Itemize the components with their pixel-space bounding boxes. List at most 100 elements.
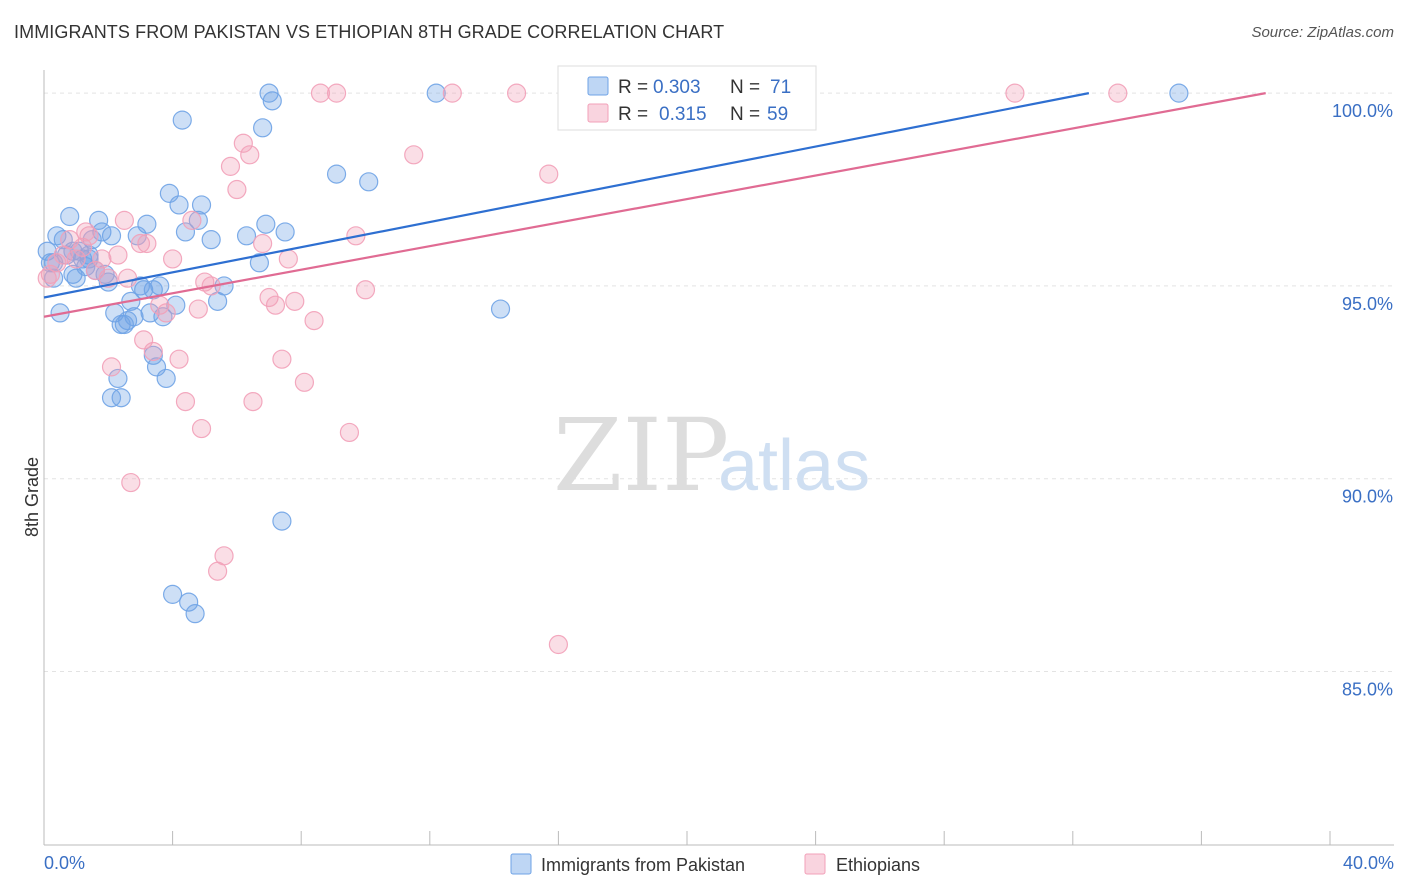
legend-n-label: N = — [730, 104, 760, 125]
ethiopians-point — [227, 179, 247, 200]
pakistan-point — [140, 303, 160, 323]
ethiopians-point — [404, 145, 424, 165]
pakistan-point — [326, 164, 347, 184]
legend-r-label: R = — [618, 104, 648, 125]
legend-swatch-pakistan — [510, 853, 532, 875]
ethiopians-point — [442, 83, 462, 103]
ethiopians-point — [220, 156, 241, 176]
x-tick-label-min: 0.0% — [44, 853, 85, 873]
pakistan-point — [201, 230, 221, 250]
ethiopians-point — [130, 233, 151, 254]
pakistan-point — [236, 226, 257, 246]
stats-legend: R = 0.303 N = 71 R = 0.315 N = 59 — [557, 65, 817, 131]
pakistan-point — [108, 368, 128, 389]
pakistan-point — [249, 253, 270, 273]
ethiopians-trend-line — [43, 92, 1266, 318]
source-credit: Source: ZipAtlas.com — [1251, 24, 1394, 41]
ethiopians-point — [108, 245, 128, 265]
legend-label-pakistan: Immigrants from Pakistan — [541, 855, 745, 875]
ethiopians-point — [114, 210, 134, 230]
legend-swatch-ethiopians — [587, 103, 609, 123]
watermark-zip: ZIP — [553, 397, 729, 514]
legend-n-value: 71 — [770, 77, 791, 98]
y-tick-label: 100.0% — [1332, 101, 1393, 121]
ethiopians-point — [355, 280, 376, 300]
pakistan-point — [101, 388, 122, 408]
series-legend: Immigrants from Pakistan Ethiopians — [510, 853, 920, 875]
ethiopians-point — [37, 268, 57, 288]
ethiopians-point — [214, 546, 234, 566]
ethiopians-point — [272, 349, 292, 369]
legend-r-value: 0.303 — [653, 77, 701, 98]
pakistan-point — [156, 368, 176, 389]
ethiopians-point — [294, 372, 315, 392]
pakistan-trend-line — [43, 92, 1090, 299]
pakistan-point — [185, 604, 205, 624]
watermark: ZIP atlas — [553, 397, 870, 514]
legend-n-value: 59 — [767, 104, 788, 125]
watermark-atlas: atlas — [718, 426, 870, 506]
ethiopians-point — [243, 391, 263, 412]
ethiopians-point — [121, 472, 141, 493]
ethiopians-point — [253, 233, 273, 254]
ethiopians-point — [326, 83, 347, 103]
y-tick-label: 95.0% — [1342, 294, 1393, 314]
ethiopians-point — [117, 268, 138, 288]
pakistan-point — [426, 83, 446, 103]
pakistan-point — [76, 257, 96, 277]
ethiopians-point — [191, 418, 212, 439]
legend-n-label: N = — [730, 77, 760, 98]
pakistan-point — [137, 214, 157, 234]
ethiopians-point — [92, 249, 112, 269]
pakistan-point — [272, 511, 292, 531]
pakistan-point — [188, 210, 208, 230]
ethiopians-point — [278, 249, 298, 269]
pakistan-point — [60, 206, 80, 227]
ethiopians-point — [188, 299, 208, 319]
pakistan-point — [163, 584, 183, 604]
data-points — [37, 83, 1189, 655]
ethiopians-point — [163, 249, 183, 269]
y-tick-label: 85.0% — [1342, 679, 1393, 699]
y-tick-label: 90.0% — [1342, 487, 1393, 507]
axes — [43, 70, 1394, 846]
ethiopians-point — [1108, 83, 1128, 103]
pakistan-point — [259, 83, 279, 103]
pakistan-point — [89, 210, 109, 230]
pakistan-point — [111, 314, 131, 335]
ethiopians-point — [265, 295, 286, 315]
ethiopians-point — [240, 145, 260, 165]
ethiopians-point — [66, 249, 86, 269]
legend-swatch-pakistan — [587, 76, 609, 96]
ethiopians-point — [1005, 83, 1025, 103]
ethiopians-point — [548, 634, 569, 655]
pakistan-point — [179, 592, 199, 612]
x-tick-label-max: 40.0% — [1343, 853, 1394, 873]
pakistan-point — [490, 299, 511, 319]
legend-r-label: R = — [618, 77, 648, 98]
ethiopians-point — [143, 341, 163, 362]
legend-r-value: 0.315 — [659, 104, 707, 125]
ethiopians-point — [539, 164, 559, 184]
ethiopians-point — [72, 237, 93, 257]
pakistan-point — [191, 195, 212, 215]
pakistan-point — [275, 222, 295, 242]
pakistan-point — [92, 222, 112, 242]
ethiopians-point — [76, 222, 96, 242]
y-axis-label: 8th Grade — [22, 457, 42, 537]
ethiopians-point — [101, 357, 122, 377]
pakistan-point — [253, 118, 273, 138]
ethiopians-point — [285, 291, 305, 311]
ethiopians-point — [304, 311, 324, 331]
ethiopians-point — [137, 233, 157, 254]
pakistan-point — [262, 91, 282, 111]
pakistan-point — [256, 214, 276, 234]
legend-swatch-ethiopians — [804, 853, 826, 875]
ethiopians-point — [47, 253, 67, 273]
chart-title: IMMIGRANTS FROM PAKISTAN VS ETHIOPIAN 8T… — [14, 22, 725, 42]
pakistan-point — [101, 226, 122, 246]
ethiopians-point — [175, 391, 196, 412]
ethiopians-point — [169, 349, 189, 369]
ethiopians-point — [259, 287, 279, 308]
